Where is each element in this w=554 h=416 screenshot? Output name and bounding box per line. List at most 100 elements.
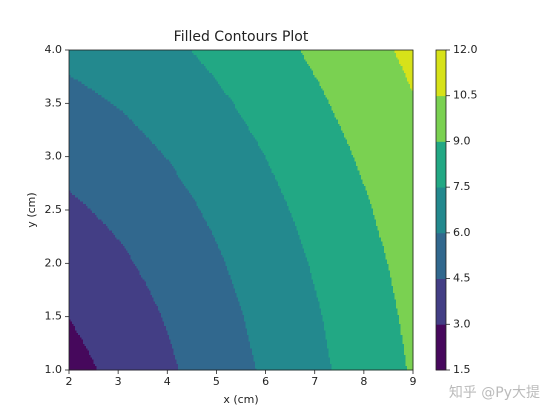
colorbar-band	[436, 141, 446, 188]
contour-fill	[216, 265, 228, 269]
contour-fill	[210, 227, 218, 231]
contour-fill	[320, 312, 365, 316]
contour-fill	[311, 274, 316, 278]
contour-fill	[167, 65, 207, 69]
x-tick-label: 8	[360, 375, 367, 388]
contour-fill	[293, 218, 316, 222]
contour-fill	[216, 121, 247, 124]
contour-fill	[265, 281, 314, 284]
contour-fill	[314, 223, 365, 227]
contour-fill	[167, 365, 179, 369]
contour-fill	[216, 110, 239, 113]
contour-fill	[128, 252, 168, 256]
contour-fill	[322, 318, 365, 322]
contour-fill	[118, 163, 168, 167]
contour-fill	[115, 234, 119, 238]
contour-fill	[241, 305, 267, 309]
contour-fill	[130, 254, 168, 258]
contour-fill	[78, 78, 119, 82]
contour-fill	[314, 138, 348, 142]
contour-fill	[363, 254, 386, 258]
colorbar-band	[436, 232, 446, 279]
contour-fill	[363, 81, 409, 84]
contour-fill	[265, 105, 316, 109]
contour-fill	[167, 236, 216, 240]
contour-fill	[167, 132, 218, 136]
contour-fill	[216, 285, 234, 289]
contour-fill	[314, 238, 365, 242]
contour-fill	[167, 223, 208, 227]
contour-fill	[363, 201, 371, 204]
contour-fill	[216, 174, 267, 178]
contour-fill	[253, 354, 267, 358]
contour-fill	[216, 98, 233, 102]
contour-fill	[241, 307, 267, 311]
contour-fill	[400, 330, 414, 333]
contour-fill	[265, 232, 299, 236]
contour-fill	[363, 78, 408, 82]
contour-fill	[382, 243, 414, 247]
contour-fill	[265, 170, 273, 173]
contour-fill	[217, 81, 267, 84]
contour-fill	[216, 241, 267, 244]
contour-fill	[227, 265, 267, 269]
contour-fill	[245, 121, 267, 124]
contour-fill	[118, 158, 168, 162]
contour-fill	[176, 172, 218, 176]
contour-fill	[118, 201, 168, 204]
contour-fill	[256, 138, 267, 142]
contour-fill	[211, 232, 218, 236]
contour-fill	[214, 76, 218, 80]
contour-fill	[328, 101, 365, 104]
contour-fill	[216, 301, 241, 304]
contour-fill	[216, 207, 267, 211]
contour-fill	[167, 147, 218, 151]
contour-fill	[362, 178, 365, 182]
contour-fill	[314, 254, 365, 258]
contour-fill	[265, 276, 313, 280]
contour-fill	[79, 334, 119, 338]
contour-fill	[314, 92, 325, 96]
contour-fill	[167, 218, 207, 222]
contour-fill	[265, 81, 316, 84]
contour-fill	[363, 276, 393, 280]
contour-fill	[131, 118, 168, 122]
contour-fill	[193, 52, 218, 56]
contour-fill	[198, 56, 218, 60]
contour-fill	[314, 327, 325, 331]
contour-fill	[69, 332, 79, 336]
contour-fill	[314, 232, 365, 236]
y-tick-label: 2.0	[45, 256, 63, 269]
contour-fill	[118, 216, 168, 220]
contour-fill	[144, 278, 168, 282]
contour-fill	[211, 72, 218, 76]
contour-fill	[366, 192, 414, 196]
contour-fill	[216, 85, 222, 89]
contour-fill	[178, 174, 218, 178]
contour-fill	[69, 101, 112, 104]
contour-fill	[265, 121, 316, 124]
contour-fill	[396, 54, 414, 58]
contour-fill	[265, 334, 316, 338]
contour-fill	[363, 336, 403, 340]
contour-fill	[400, 332, 414, 336]
contour-fill	[302, 52, 316, 56]
contour-fill	[216, 65, 267, 69]
contour-fill	[314, 334, 327, 338]
contour-fill	[237, 298, 267, 302]
contour-fill	[216, 236, 267, 240]
contour-fill	[393, 290, 414, 293]
contour-fill	[216, 81, 219, 84]
contour-fill	[167, 116, 218, 120]
contour-fill	[167, 343, 173, 347]
contour-fill	[88, 350, 119, 353]
contour-fill	[118, 85, 168, 89]
contour-fill	[314, 161, 357, 164]
contour-fill	[118, 110, 124, 113]
contour-fill	[363, 307, 399, 311]
contour-fill	[363, 212, 374, 216]
contour-fill	[70, 74, 119, 78]
contour-fill	[69, 343, 85, 347]
contour-fill	[118, 178, 168, 182]
contour-fill	[216, 145, 261, 149]
